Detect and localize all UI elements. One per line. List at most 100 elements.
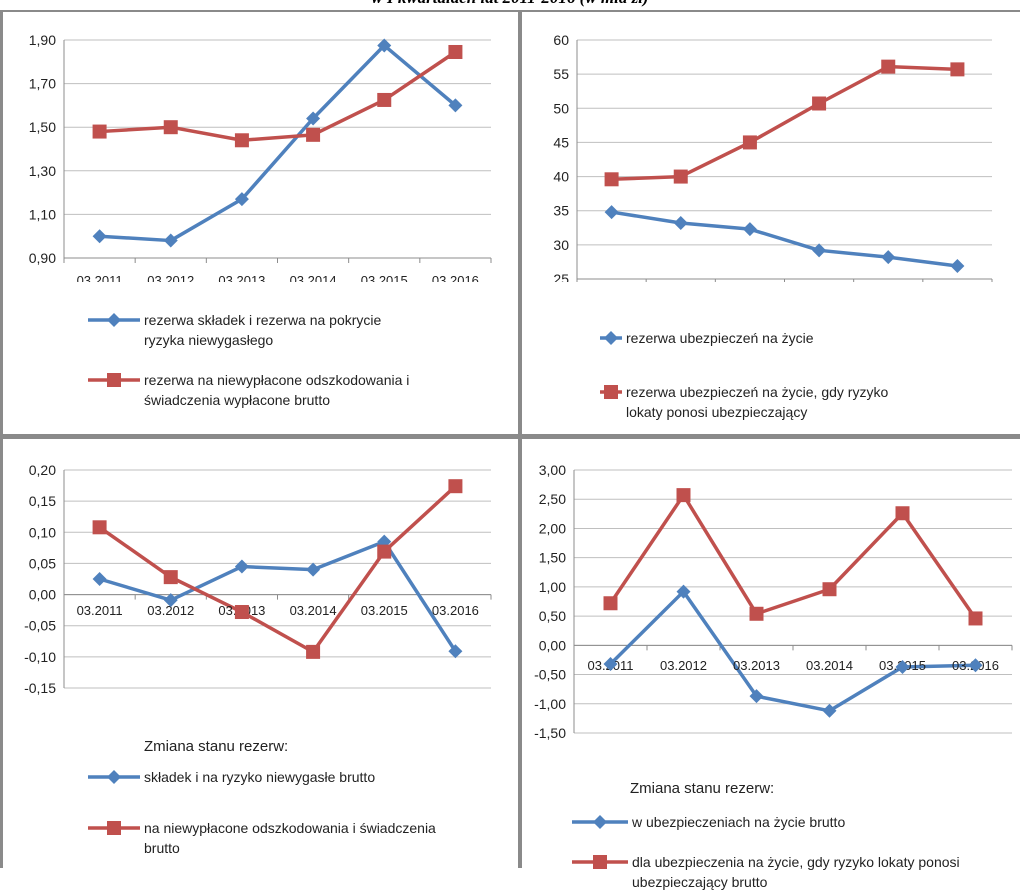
y-tick-label: 3,00 <box>539 462 566 478</box>
y-tick-label: -0,50 <box>534 667 566 683</box>
legend-label: składek i na ryzyko niewygasłe brutto <box>144 769 376 785</box>
data-point <box>306 644 321 659</box>
x-tick-label: 03.2012 <box>147 273 194 282</box>
series-line-1 <box>609 589 976 713</box>
legend-header: Zmiana stanu rezerw: <box>630 780 775 797</box>
data-point <box>822 703 837 718</box>
legend-label: świadczenia wypłacone brutto <box>144 392 330 408</box>
y-tick-label: -1,50 <box>534 725 566 741</box>
x-tick-label: 03.2014 <box>290 273 337 282</box>
data-point <box>448 644 463 659</box>
series-line-2 <box>611 64 958 182</box>
data-point <box>306 127 321 142</box>
y-tick-label: 30 <box>553 237 569 253</box>
series-line-2 <box>99 50 457 143</box>
y-tick-label: 1,70 <box>29 76 56 92</box>
data-point <box>676 584 691 599</box>
y-tick-label: 60 <box>553 32 569 48</box>
data-point <box>881 250 896 265</box>
x-tick-label: 03.2016 <box>432 603 479 618</box>
data-point <box>234 605 249 620</box>
y-tick-label: -0,15 <box>24 680 56 696</box>
legend-label: na niewypłacone odszkodowania i świadcze… <box>144 820 436 836</box>
data-point <box>234 559 249 574</box>
series-line-2 <box>609 493 977 620</box>
y-tick-label: 0,50 <box>539 608 566 624</box>
series-line-2 <box>98 484 457 654</box>
data-point <box>377 38 392 53</box>
legend-symbol <box>572 815 628 829</box>
data-point <box>673 216 688 231</box>
legend-label: rezerwa ubezpieczeń na życie <box>626 330 814 346</box>
x-tick-label: 03.2011 <box>77 273 123 282</box>
data-point <box>448 98 463 113</box>
legend-symbol <box>88 373 140 387</box>
legend-symbol <box>88 313 140 327</box>
chart-panel-1: 0,90 1,10 1,30 1,50 1,70 1,90 03.2011 03.2012 03… <box>4 12 518 434</box>
horizontal-divider <box>0 434 1020 439</box>
data-point <box>950 62 965 77</box>
chart-title: w I kwartałach lat 2011-2016 (w mld zł) <box>0 0 1020 8</box>
data-point <box>604 205 619 220</box>
x-tick-label: 03.2013 <box>733 658 780 673</box>
data-point <box>968 658 983 673</box>
vertical-divider <box>518 10 522 868</box>
chart-svg-2: 253035404550556003.201103.201203.201303.… <box>553 32 993 282</box>
y-tick-label: 0,90 <box>29 250 56 266</box>
data-point <box>895 506 910 521</box>
legend-label: ryzyka niewygasłego <box>144 332 274 348</box>
legend-label: rezerwa ubezpieczeń na życie, gdy ryzyko <box>626 384 889 400</box>
data-point <box>377 92 392 107</box>
y-tick-label: 50 <box>553 100 569 116</box>
y-tick-label: 0,15 <box>29 493 56 509</box>
y-tick-label: 0,00 <box>539 637 566 653</box>
data-point <box>92 229 107 244</box>
x-tick-label: 03.2014 <box>290 603 337 618</box>
y-tick-label: -0,10 <box>24 649 56 665</box>
y-tick-label: 45 <box>553 134 569 150</box>
data-point <box>749 689 764 704</box>
left-border <box>0 10 3 868</box>
chart-panel-4: -1,50 -1,00 -0,50 0,00 0,50 1,00 1,50 2,00 2,50 3… <box>522 440 1020 890</box>
y-tick-label: 2,00 <box>539 520 566 536</box>
data-point <box>673 169 688 184</box>
legend-label: brutto <box>144 840 180 856</box>
data-point <box>306 111 321 126</box>
data-point <box>881 59 896 74</box>
legend-symbol <box>88 821 140 835</box>
data-point <box>163 593 178 608</box>
legend-header: Zmiana stanu rezerw: <box>144 738 289 755</box>
data-point <box>92 520 107 535</box>
legend-symbol <box>88 770 140 784</box>
data-point <box>742 135 757 150</box>
y-tick-label: 40 <box>553 169 569 185</box>
y-tick-label: 0,20 <box>29 462 56 478</box>
data-point <box>604 172 619 187</box>
data-point <box>163 120 178 135</box>
data-point <box>895 659 910 674</box>
series-line-1 <box>99 43 457 243</box>
x-tick-label: 03.2012 <box>147 603 194 618</box>
y-tick-label: 1,00 <box>539 579 566 595</box>
data-point <box>163 570 178 585</box>
y-tick-label: 1,90 <box>29 32 56 48</box>
y-tick-label: 0,00 <box>29 587 56 603</box>
data-point <box>950 259 965 274</box>
chart-panel-2: 253035404550556003.201103.201203.201303.… <box>522 12 1020 434</box>
chart-svg-1: 0,90 1,10 1,30 1,50 1,70 1,90 03.2011 03.2012 03… <box>29 32 492 282</box>
data-point <box>92 572 107 586</box>
data-point <box>448 44 463 59</box>
data-point <box>749 606 764 621</box>
data-point <box>603 596 618 611</box>
data-point <box>812 96 827 111</box>
y-tick-label: 0,10 <box>29 524 56 540</box>
data-point <box>448 479 463 494</box>
y-tick-label: 35 <box>553 203 569 219</box>
data-point <box>822 582 837 597</box>
legend-label: rezerwa na niewypłacone odszkodowania i <box>144 372 410 388</box>
data-point <box>742 222 757 237</box>
chart-svg-4: -1,50 -1,00 -0,50 0,00 0,50 1,00 1,50 2,00 2,50 3… <box>534 462 1013 741</box>
x-tick-label: 03.2012 <box>660 658 707 673</box>
y-tick-label: -0,05 <box>24 618 56 634</box>
data-point <box>163 233 178 248</box>
